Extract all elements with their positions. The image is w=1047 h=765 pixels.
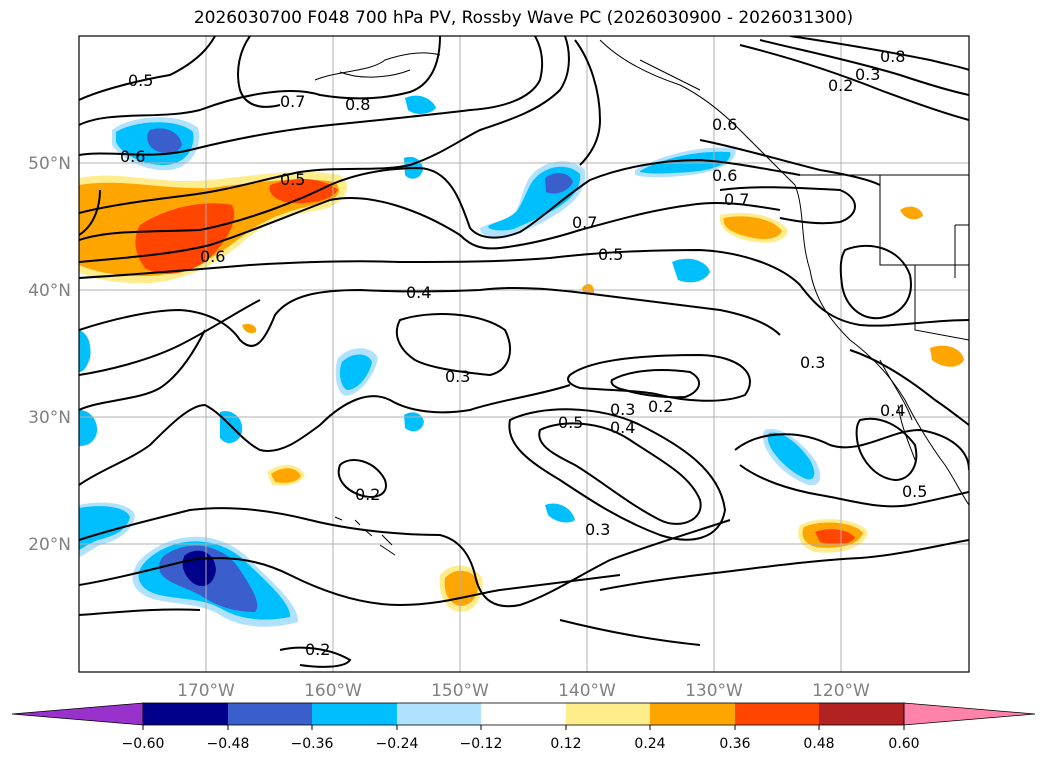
contour-label: 0.7 <box>572 213 597 232</box>
lat-tick-label: 40°N <box>28 281 71 301</box>
lon-tick-label: 160°W <box>304 681 362 701</box>
colorbar-bin <box>312 703 397 725</box>
lon-tick-label: 150°W <box>431 681 489 701</box>
colorbar-bin <box>228 703 312 725</box>
contour-label: 0.4 <box>880 401 905 420</box>
lon-tick-label: 120°W <box>812 681 870 701</box>
contour-label: 0.6 <box>200 247 225 266</box>
contour-label: 0.8 <box>880 47 905 66</box>
lat-tick-label: 20°N <box>28 535 71 555</box>
map-frame <box>78 35 970 673</box>
contour-label: 0.6 <box>712 166 737 185</box>
lat-tick-label: 50°N <box>28 154 71 174</box>
contour-label: 0.4 <box>610 418 635 437</box>
colorbar-bin <box>819 703 904 725</box>
colorbar-bin <box>143 703 228 725</box>
latitude-labels: 50°N 40°N 30°N 20°N <box>28 154 71 555</box>
colorbar-bin <box>397 703 481 725</box>
contour-label: 0.2 <box>355 485 380 504</box>
contour-label: 0.7 <box>724 190 749 209</box>
contour-label: 0.5 <box>280 170 305 189</box>
contour-label: 0.6 <box>120 147 145 166</box>
lat-tick-label: 30°N <box>28 408 71 428</box>
contour-label: 0.2 <box>648 397 673 416</box>
contour-label: 0.5 <box>902 482 927 501</box>
contour-label: 0.5 <box>128 71 153 90</box>
contour-label: 0.4 <box>406 283 431 302</box>
lon-tick-label: 140°W <box>558 681 616 701</box>
lon-tick-label: 170°W <box>177 681 235 701</box>
colorbar-tick-label: 0.60 <box>888 736 919 752</box>
contour-label: 0.3 <box>585 520 610 539</box>
graticule <box>79 36 969 672</box>
contour-label: 0.3 <box>610 400 635 419</box>
map-title: 2026030700 F048 700 hPa PV, Rossby Wave … <box>193 8 854 28</box>
contour-label: 0.5 <box>558 413 583 432</box>
colorbar-tick-label: 0.36 <box>719 736 750 752</box>
longitude-labels: 170°W 160°W 150°W 140°W 130°W 120°W <box>177 681 870 701</box>
contour-label: 0.2 <box>828 76 853 95</box>
contour-label: 0.3 <box>855 65 880 84</box>
contour-label: 0.6 <box>712 115 737 134</box>
colorbar-tick-label: −0.60 <box>122 736 165 752</box>
lon-tick-label: 130°W <box>685 681 743 701</box>
contour-label: 0.8 <box>345 95 370 114</box>
colorbar-bin <box>481 703 566 725</box>
colorbar-bin <box>566 703 650 725</box>
colorbar-tick-label: 0.48 <box>803 736 834 752</box>
colorbar-tick-label: −0.48 <box>207 736 250 752</box>
pv-contours <box>79 36 969 668</box>
colorbar-tick-label: −0.36 <box>291 736 334 752</box>
colorbar: −0.60 −0.48 −0.36 −0.24 −0.12 0.12 0.24 … <box>11 702 1036 752</box>
colorbar-tick-label: 0.12 <box>550 736 581 752</box>
colorbar-tick-label: −0.24 <box>376 736 419 752</box>
colorbar-over <box>903 702 1036 726</box>
contour-label: 0.3 <box>800 353 825 372</box>
colorbar-bin <box>650 703 735 725</box>
colorbar-bin <box>735 703 819 725</box>
contour-label: 0.7 <box>280 92 305 111</box>
contour-label: 0.2 <box>305 640 330 659</box>
colorbar-tick-label: −0.12 <box>460 736 503 752</box>
colorbar-tick-label: 0.24 <box>634 736 665 752</box>
contour-label: 0.3 <box>445 367 470 386</box>
contour-label: 0.5 <box>598 245 623 264</box>
contour-labels: 0.5 0.6 0.7 0.8 0.5 0.6 0.7 0.5 0.4 0.3 … <box>120 47 927 659</box>
colorbar-under <box>11 702 144 726</box>
